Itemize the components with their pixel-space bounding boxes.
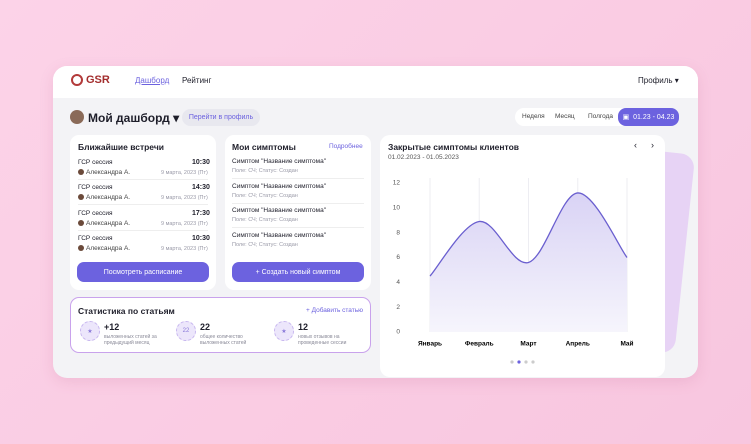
- next-button[interactable]: ›: [651, 140, 654, 150]
- profile-button[interactable]: Перейти в профиль: [182, 109, 260, 126]
- y-tick-label: 12: [393, 180, 401, 187]
- divider: [232, 227, 364, 229]
- symptom-meta: Поле: СЧ; Статус: Создан: [232, 217, 298, 224]
- stats-card: [70, 297, 371, 353]
- person-avatar: [78, 244, 84, 251]
- x-tick-label: Февраль: [465, 341, 494, 348]
- meeting-time: 14:30: [192, 184, 210, 192]
- chart-subtitle: 01.02.2023 - 01.05.2023: [388, 154, 459, 161]
- meeting-date: 9 марта, 2023 (Пт): [161, 220, 208, 227]
- profile-menu[interactable]: Профиль ▾: [638, 76, 679, 85]
- avatar: [70, 110, 84, 124]
- card-title: Ближайшие встречи: [78, 142, 164, 152]
- period-tab[interactable]: Полгода: [588, 113, 614, 120]
- stat-label: выложенных статей за предыдущий месяц: [104, 334, 157, 346]
- meeting-date: 9 марта, 2023 (Пт): [161, 195, 208, 202]
- pager-dot[interactable]: [524, 360, 528, 364]
- person-avatar: [78, 169, 84, 175]
- divider: [78, 179, 208, 180]
- symptom-title[interactable]: Симптом "Название симптома": [232, 207, 327, 215]
- nav-link[interactable]: Дашборд: [135, 76, 170, 85]
- stat-value: +12: [104, 322, 120, 332]
- meeting-person: Александра А.: [86, 244, 131, 252]
- period-tab[interactable]: Неделя: [522, 113, 545, 120]
- symptom-meta: Поле: СЧ; Статус: Создан: [232, 242, 298, 249]
- x-tick-label: Январь: [418, 341, 442, 348]
- x-tick-label: Май: [620, 340, 633, 348]
- more-link[interactable]: Подробнее: [329, 143, 363, 150]
- profile-label: Профиль: [638, 76, 673, 85]
- y-tick-label: 6: [396, 254, 400, 261]
- divider: [78, 229, 208, 231]
- symptom-meta: Поле: СЧ; Статус: Создан: [232, 192, 298, 199]
- date-button[interactable]: ▣ 01.23 - 04.23: [618, 108, 679, 126]
- nav-link[interactable]: Рейтинг: [182, 76, 212, 85]
- create-button[interactable]: + Создать новый симптом: [232, 262, 364, 282]
- pager-dot[interactable]: [510, 360, 514, 364]
- meeting-title: ГСР сессия: [78, 159, 113, 166]
- stat-icon: 22: [176, 321, 196, 341]
- meeting-date: 9 марта, 2023 (Пт): [161, 170, 208, 176]
- y-tick-label: 2: [396, 304, 400, 311]
- meeting-time: 10:30: [192, 159, 210, 166]
- schedule-button[interactable]: Посмотреть расписание: [77, 262, 209, 282]
- meeting-title: ГСР сессия: [78, 209, 113, 217]
- y-tick-label: 10: [393, 205, 401, 212]
- stat-label: новых отзывов на проведенные сессии: [298, 334, 347, 346]
- meeting-title: ГСР сессия: [78, 184, 113, 192]
- chart-title: Закрытые симптомы клиентов: [388, 142, 519, 152]
- y-tick-label: 4: [396, 279, 400, 286]
- pager-dot[interactable]: [517, 360, 521, 364]
- logo-icon: [71, 74, 83, 86]
- symptom-meta: Поле: СЧ; Статус: Создан: [232, 168, 298, 174]
- add-link[interactable]: + Добавить статью: [306, 307, 363, 314]
- meeting-time: 17:30: [192, 209, 210, 217]
- stat-value: 12: [298, 322, 309, 332]
- prev-button[interactable]: ‹: [634, 140, 637, 150]
- symptom-title[interactable]: Симптом "Название симптома": [232, 232, 327, 240]
- divider: [232, 202, 364, 204]
- stat-value: 22: [200, 322, 211, 332]
- meeting-person: Александра А.: [86, 169, 131, 176]
- pager-dot[interactable]: [531, 360, 535, 364]
- meeting-title: ГСР сессия: [78, 234, 113, 242]
- x-tick-label: Март: [520, 341, 536, 348]
- logo: GSR: [86, 74, 110, 86]
- date-range: 01.23 - 04.23: [633, 113, 675, 121]
- stat-label: общее количество выложенных статей: [200, 334, 247, 346]
- symptom-title[interactable]: Симптом "Название симптома": [232, 182, 327, 190]
- x-tick-label: Апрель: [566, 341, 590, 348]
- meeting-person: Александра А.: [86, 219, 131, 227]
- card-title: Мои симптомы: [232, 142, 296, 152]
- navbar: [53, 66, 698, 98]
- stat-icon: ★: [80, 321, 100, 341]
- meeting-time: 10:30: [192, 234, 210, 242]
- divider: [232, 178, 364, 179]
- meeting-date: 9 марта, 2023 (Пт): [161, 245, 208, 252]
- person-avatar: [78, 194, 84, 201]
- line: [429, 192, 628, 277]
- y-tick-label: 8: [396, 229, 400, 236]
- divider: [78, 204, 208, 206]
- card-title: Статистика по статьям: [78, 306, 175, 316]
- y-tick-label: 0: [396, 329, 400, 336]
- meeting-person: Александра А.: [86, 194, 131, 202]
- person-avatar: [78, 219, 84, 226]
- period-tab[interactable]: Месяц: [555, 113, 575, 120]
- dashboard-title[interactable]: Мой дашборд ▾: [88, 111, 180, 125]
- stat-icon: ★: [274, 321, 294, 341]
- area: [430, 192, 627, 332]
- symptom-title[interactable]: Симптом "Название симптома": [232, 158, 327, 165]
- title: Мой дашборд: [88, 111, 170, 125]
